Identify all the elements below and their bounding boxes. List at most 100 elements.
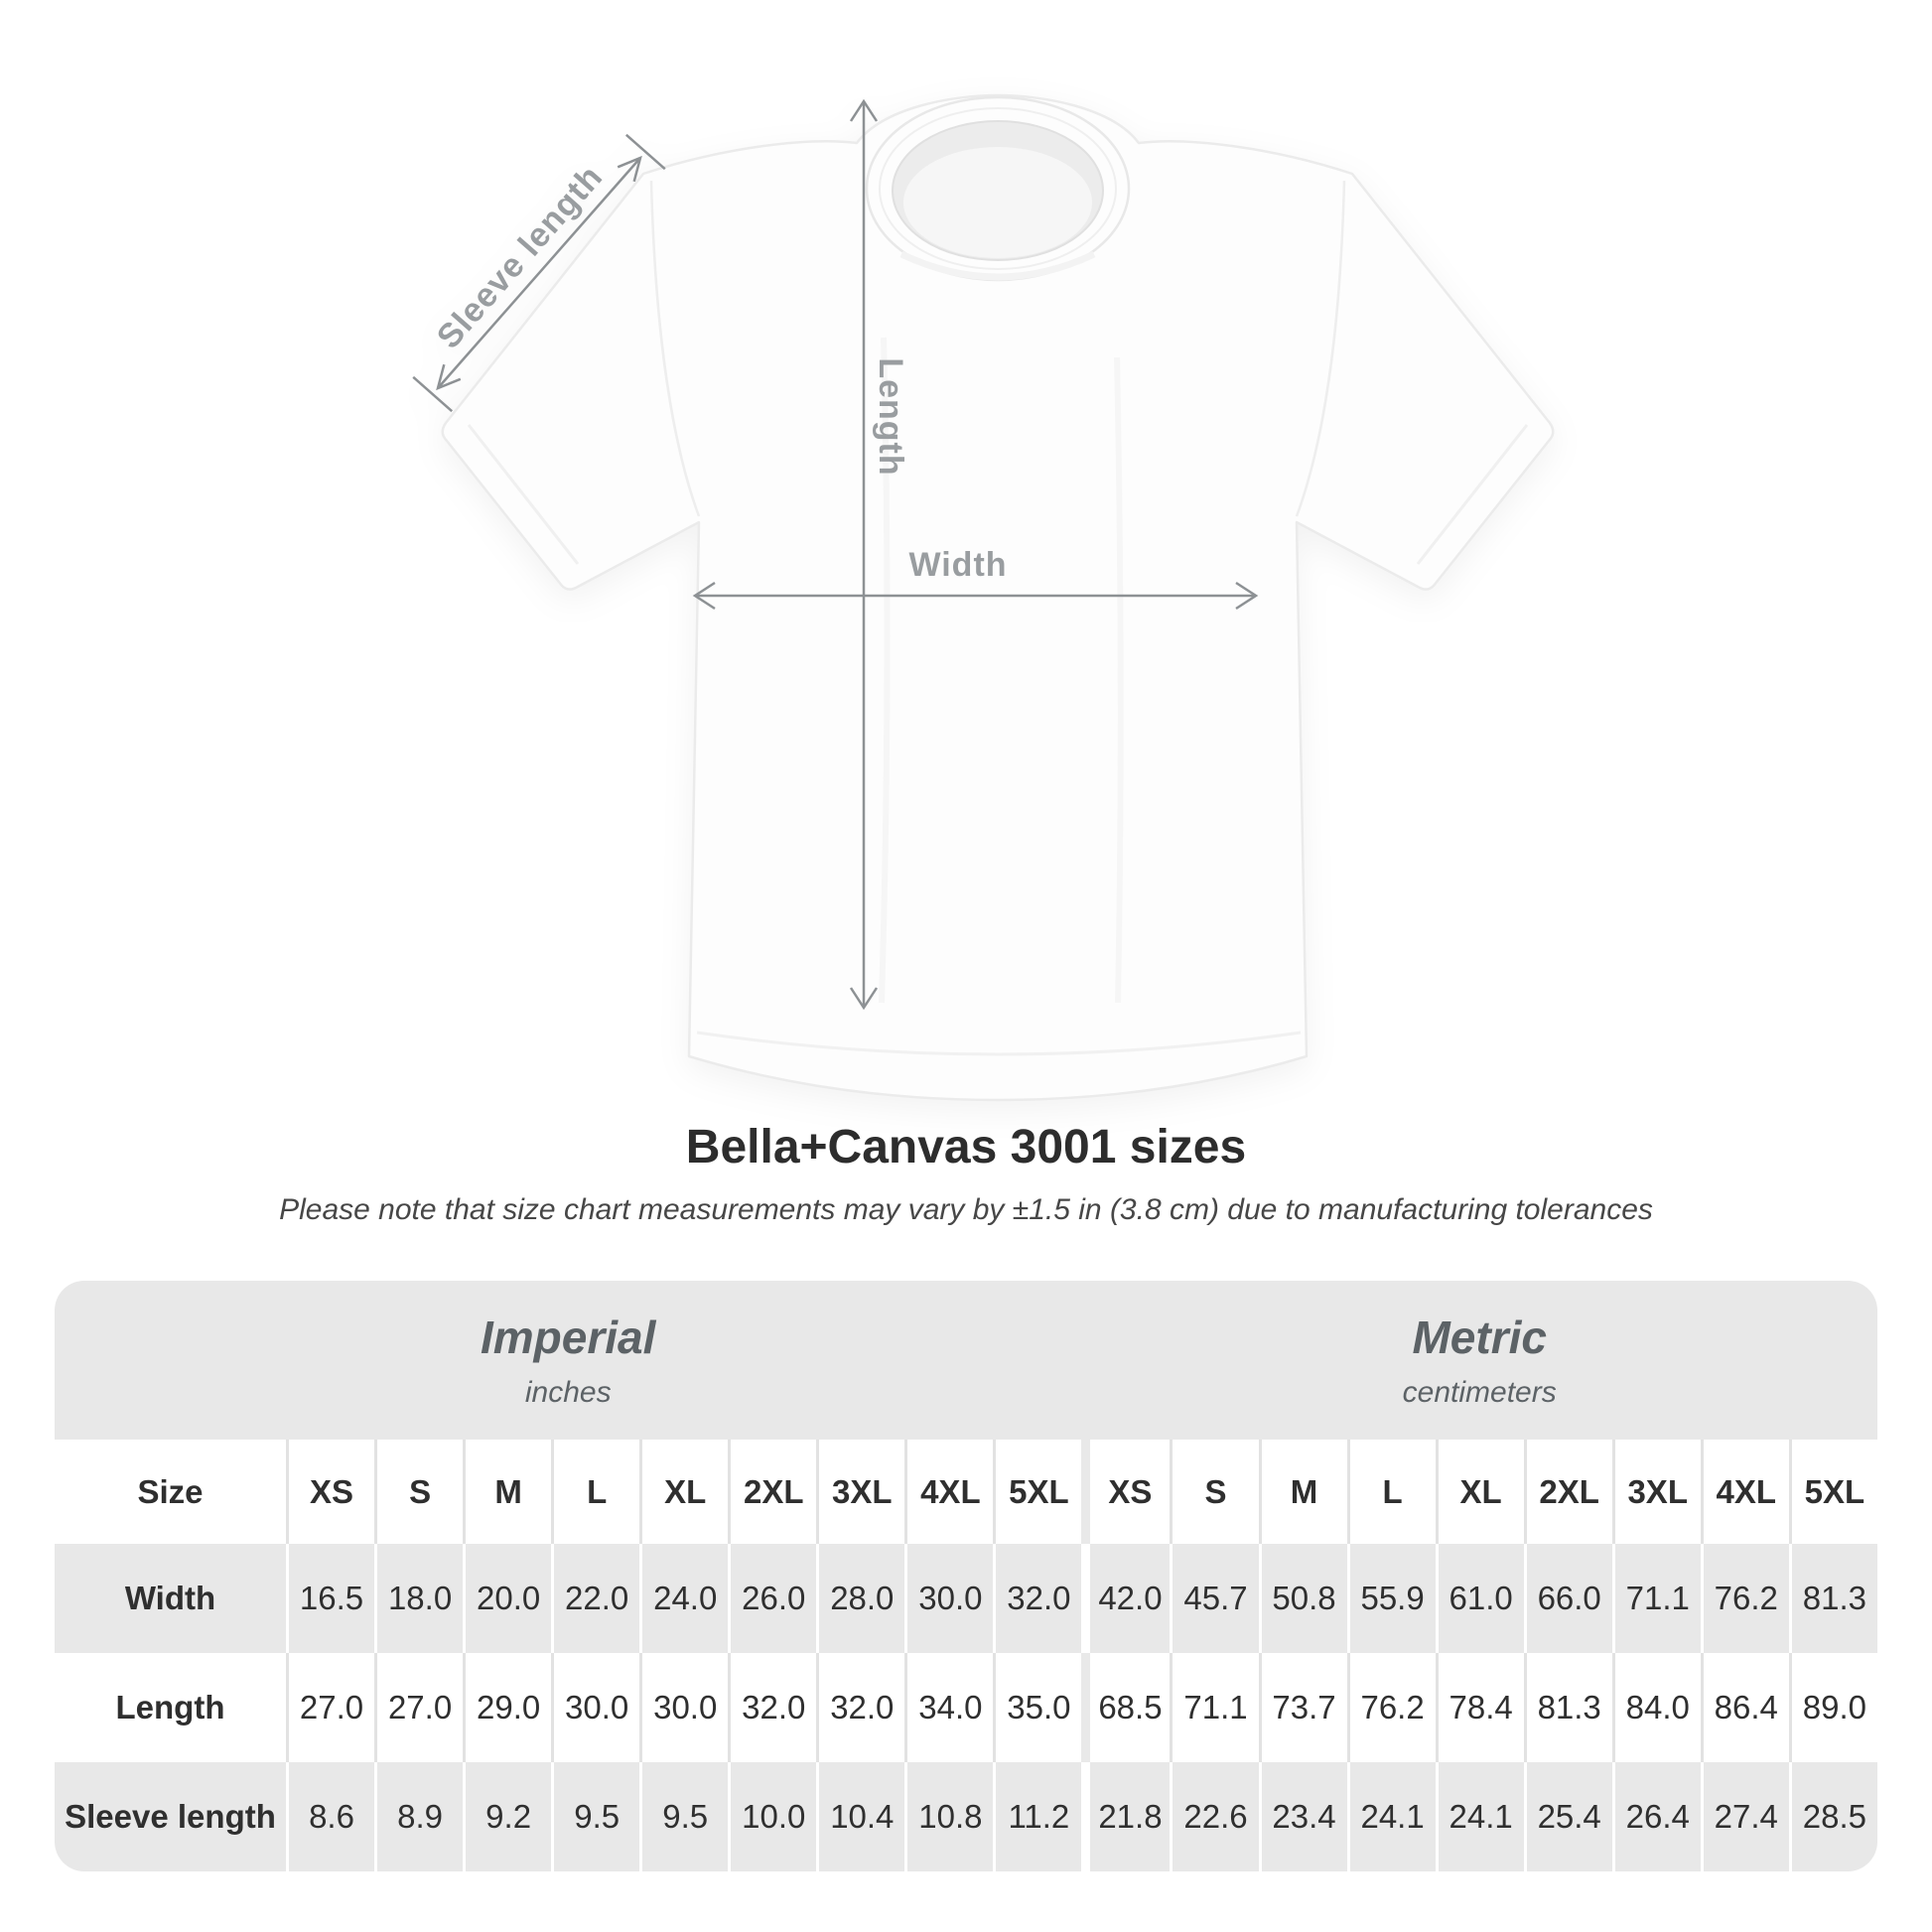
measurement-cell: 28.5 [1788,1762,1877,1871]
measurement-cell: 20.0 [463,1544,552,1653]
measurement-cell: 22.0 [551,1544,640,1653]
measurement-cell: 78.4 [1435,1653,1524,1762]
measurement-cell: 28.0 [816,1544,905,1653]
table-row-length: Length 27.0 27.0 29.0 30.0 30.0 32.0 32.… [55,1653,1877,1762]
size-header: 3XL [1611,1440,1701,1544]
left-cuff-fold [467,424,580,565]
hem-stitch [696,1031,1302,1056]
size-header: S [1170,1440,1259,1544]
table-row-width: Width 16.5 18.0 20.0 22.0 24.0 26.0 28.0… [55,1544,1877,1653]
measurement-cell: 25.4 [1523,1762,1612,1871]
left-armhole-seam [649,180,701,517]
measurement-cell: 10.0 [728,1762,817,1871]
measurement-cell: 27.0 [286,1653,375,1762]
imperial-unit: inches [524,1376,612,1409]
fold-shadow-2 [1114,356,1124,1004]
table-row-sleeve-length: Sleeve length 8.6 8.9 9.2 9.5 9.5 10.0 1… [55,1762,1877,1871]
measurement-cell: 24.0 [639,1544,729,1653]
measurement-cell: 34.0 [904,1653,994,1762]
size-header: 3XL [816,1440,905,1544]
measurement-cell: 30.0 [639,1653,729,1762]
measurement-cell: 73.7 [1258,1653,1347,1762]
length-arrow [849,98,879,1011]
measurement-cell: 71.1 [1611,1544,1701,1653]
measurement-cell: 18.0 [374,1544,464,1653]
measurement-cell: 27.4 [1700,1762,1789,1871]
measurement-cell: 68.5 [1081,1653,1171,1762]
measurement-cell: 32.0 [816,1653,905,1762]
collar-stitch [879,107,1117,270]
measurement-cell: 76.2 [1700,1544,1789,1653]
measurement-cell: 81.3 [1788,1544,1877,1653]
right-armhole-seam [1295,180,1346,517]
measurement-cell: 42.0 [1081,1544,1171,1653]
measurement-cell: 8.6 [286,1762,375,1871]
measurement-cell: 24.1 [1435,1762,1524,1871]
measurement-cell: 30.0 [904,1544,994,1653]
measurement-cell: 86.4 [1700,1653,1789,1762]
tshirt-graphic [441,93,1555,1102]
measurement-cell: 76.2 [1346,1653,1436,1762]
collar-inside-back [903,147,1092,258]
measurement-cell: 71.1 [1170,1653,1259,1762]
size-header: 4XL [1700,1440,1789,1544]
size-header: XS [1081,1440,1171,1544]
chart-title: Bella+Canvas 3001 sizes [685,1121,1247,1173]
right-cuff-fold [1416,424,1529,565]
size-header: L [1346,1440,1436,1544]
size-header: M [1258,1440,1347,1544]
width-label: Width [908,546,1007,584]
measurement-cell: 61.0 [1435,1544,1524,1653]
size-header: M [463,1440,552,1544]
unit-group-header-row: Imperial inches Metric centimeters [55,1281,1877,1440]
measurement-cell: 45.7 [1170,1544,1259,1653]
row-label: Length [55,1653,286,1762]
fold-shadow-1 [879,337,891,1004]
width-arrow [692,581,1259,611]
metric-unit: centimeters [1402,1376,1557,1409]
size-header: S [374,1440,464,1544]
measurement-cell: 55.9 [1346,1544,1436,1653]
row-label: Sleeve length [55,1762,286,1871]
measurement-cell: 26.4 [1611,1762,1701,1871]
measurement-cell: 26.0 [728,1544,817,1653]
measurement-cell: 16.5 [286,1544,375,1653]
size-header: 4XL [904,1440,994,1544]
chart-note: Please note that size chart measurements… [279,1193,1653,1226]
imperial-label: Imperial [481,1311,656,1363]
measurement-cell: 27.0 [374,1653,464,1762]
size-column-header: Size [55,1440,286,1544]
measurement-cell: 50.8 [1258,1544,1347,1653]
measurement-cell: 10.8 [904,1762,994,1871]
tshirt-diagram: Sleeve length Length Width [412,93,1555,1102]
measurement-cell: 11.2 [993,1762,1082,1871]
size-header: XL [1435,1440,1524,1544]
measurement-cell: 23.4 [1258,1762,1347,1871]
measurement-cell: 84.0 [1611,1653,1701,1762]
measurement-cell: 81.3 [1523,1653,1612,1762]
sleeve-length-arrow [412,133,666,413]
imperial-group-header: Imperial inches [55,1281,1082,1440]
metric-group-header: Metric centimeters [1081,1281,1877,1440]
collar-shadow [899,250,1096,281]
measurement-cell: 10.4 [816,1762,905,1871]
measurement-cell: 35.0 [993,1653,1082,1762]
size-header: XL [639,1440,729,1544]
measurement-cell: 29.0 [463,1653,552,1762]
measurement-cell: 24.1 [1346,1762,1436,1871]
metric-label: Metric [1412,1311,1547,1363]
measurement-cell: 22.6 [1170,1762,1259,1871]
size-header: 5XL [993,1440,1082,1544]
measurement-cell: 32.0 [728,1653,817,1762]
measurement-cell: 66.0 [1523,1544,1612,1653]
measurement-cell: 8.9 [374,1762,464,1871]
measurement-cell: 9.5 [639,1762,729,1871]
row-label: Width [55,1544,286,1653]
size-header: 2XL [1523,1440,1612,1544]
size-header: XS [286,1440,375,1544]
measurement-cell: 89.0 [1788,1653,1877,1762]
measurement-cell: 32.0 [993,1544,1082,1653]
measurement-cell: 30.0 [551,1653,640,1762]
size-header-row: Size XS S M L XL 2XL 3XL 4XL 5XL XS S M … [55,1440,1877,1544]
